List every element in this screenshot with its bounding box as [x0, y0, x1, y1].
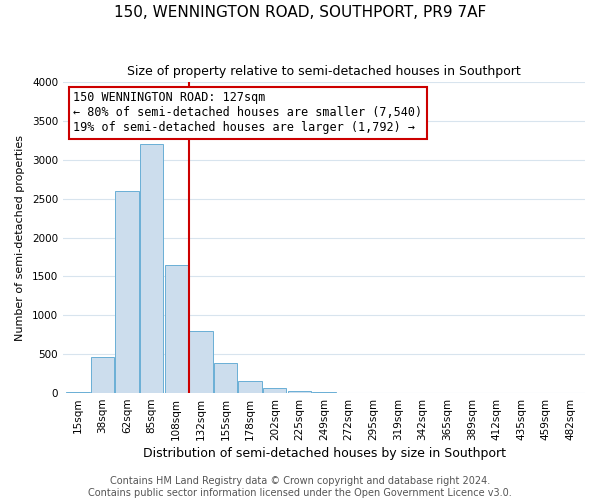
- Bar: [214, 362, 237, 393]
- Bar: [164, 264, 188, 393]
- Bar: [288, 390, 311, 393]
- Text: 150, WENNINGTON ROAD, SOUTHPORT, PR9 7AF: 150, WENNINGTON ROAD, SOUTHPORT, PR9 7AF: [114, 5, 486, 20]
- Bar: [263, 388, 286, 393]
- Text: Contains HM Land Registry data © Crown copyright and database right 2024.
Contai: Contains HM Land Registry data © Crown c…: [88, 476, 512, 498]
- Text: 150 WENNINGTON ROAD: 127sqm
← 80% of semi-detached houses are smaller (7,540)
19: 150 WENNINGTON ROAD: 127sqm ← 80% of sem…: [73, 92, 422, 134]
- Bar: [189, 331, 212, 393]
- Bar: [91, 358, 114, 393]
- X-axis label: Distribution of semi-detached houses by size in Southport: Distribution of semi-detached houses by …: [143, 447, 506, 460]
- Y-axis label: Number of semi-detached properties: Number of semi-detached properties: [15, 134, 25, 340]
- Bar: [140, 144, 163, 393]
- Bar: [66, 392, 89, 393]
- Title: Size of property relative to semi-detached houses in Southport: Size of property relative to semi-detach…: [127, 65, 521, 78]
- Bar: [115, 191, 139, 393]
- Bar: [313, 392, 336, 393]
- Bar: [238, 380, 262, 393]
